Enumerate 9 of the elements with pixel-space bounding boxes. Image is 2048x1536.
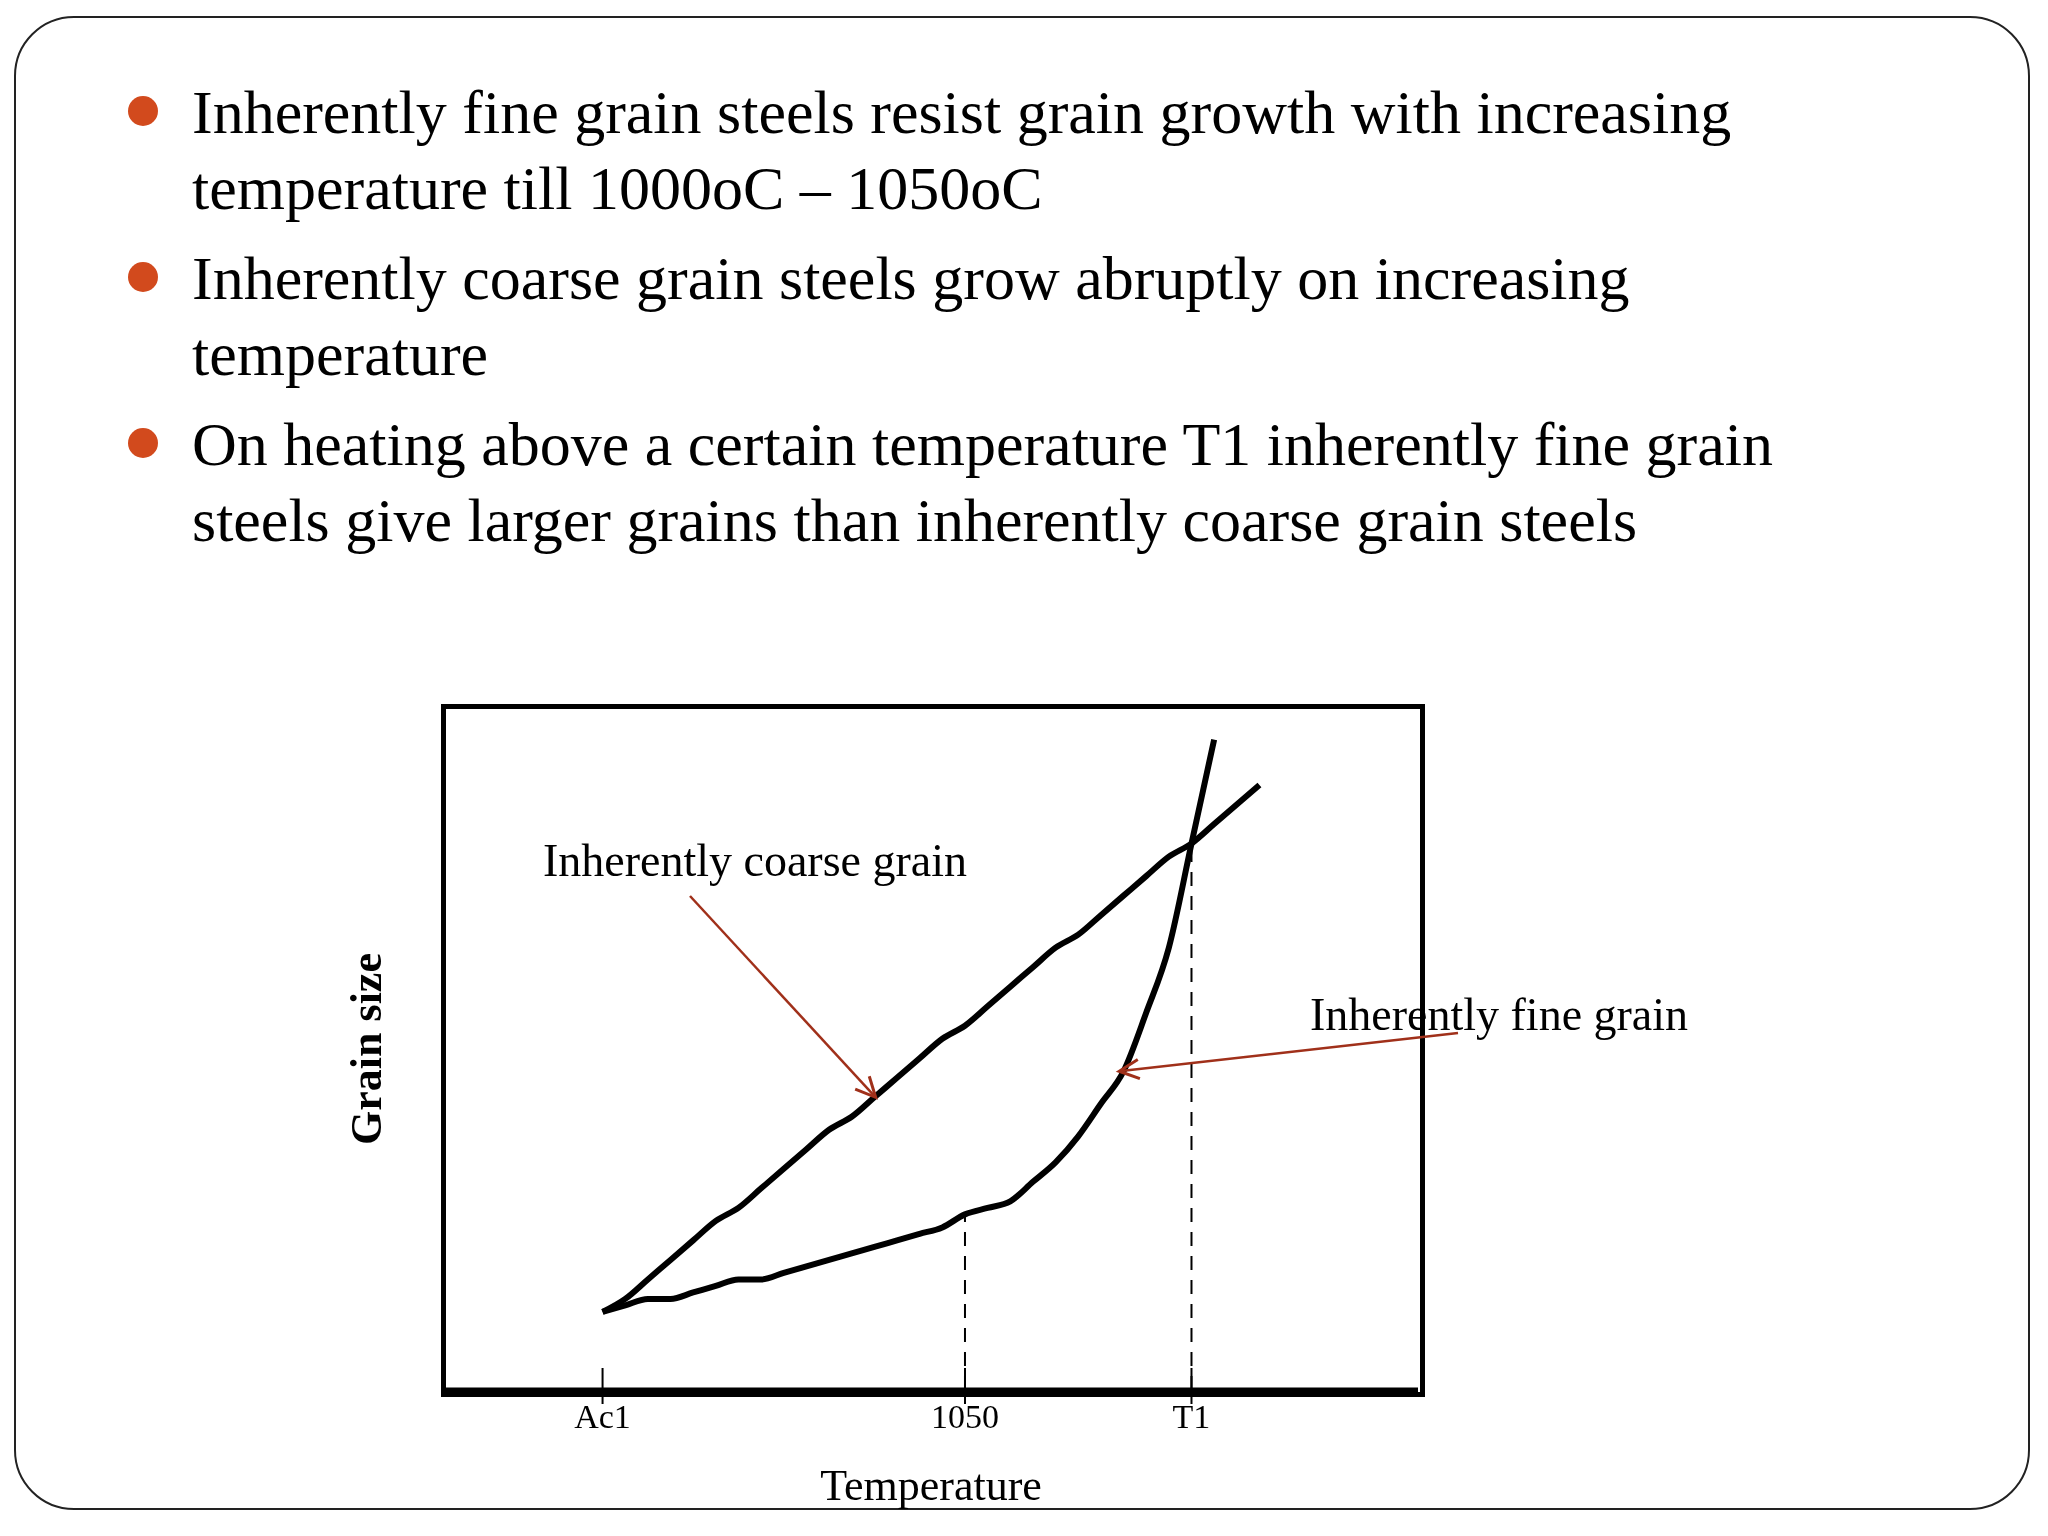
- x-axis-title: Temperature: [820, 1461, 1042, 1510]
- x-tick-label: Ac1: [574, 1398, 631, 1435]
- text: Inherently fine grain steels resist grain growth with increasing temperature till 1000oC – 1050oC: [192, 77, 1733, 224]
- y-axis-title: Grain size: [340, 952, 392, 1145]
- text: Inherently coarse grain steels grow abruptly on increasing temperature: [192, 243, 1631, 390]
- x-tick-label: 1050: [930, 1398, 999, 1435]
- text: Inherently coarse grain: [543, 834, 968, 887]
- x-tick-label: T1: [1172, 1398, 1211, 1435]
- text: On heating above a certain temperature T1 inherently fine grain steels give larger grains than inherently coarse grain steels: [192, 409, 1774, 556]
